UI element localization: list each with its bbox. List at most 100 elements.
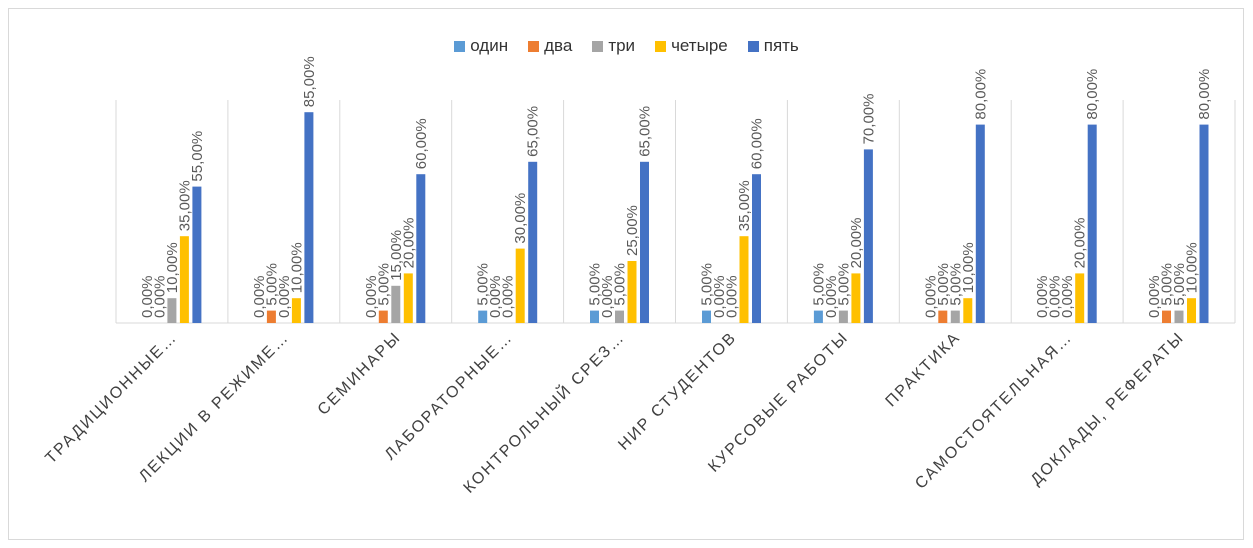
data-label: 0,00% — [823, 275, 840, 318]
bar — [1162, 310, 1171, 323]
data-label: 85,00% — [301, 56, 318, 107]
data-label: 5,00% — [475, 263, 492, 306]
bar — [627, 261, 637, 323]
bar — [851, 273, 861, 323]
bar — [478, 310, 488, 323]
data-label: 60,00% — [749, 118, 766, 169]
bar — [403, 273, 413, 323]
legend-swatch-pyat — [747, 40, 759, 52]
legend-label-pyat: пять — [763, 36, 799, 55]
data-label: 5,00% — [612, 263, 629, 306]
data-label: 20,00% — [848, 218, 865, 269]
legend-swatch-tri — [592, 40, 604, 52]
bar — [590, 310, 599, 323]
data-label: 65,00% — [525, 106, 542, 157]
legend-label-chetyre: четыре — [671, 36, 728, 55]
data-label: 65,00% — [637, 106, 654, 157]
data-label: 55,00% — [189, 131, 206, 182]
data-label: 5,00% — [947, 263, 964, 306]
legend-item-dva: два — [528, 36, 572, 56]
data-label: 5,00% — [835, 263, 852, 306]
data-label: 20,00% — [1072, 218, 1089, 269]
bar — [615, 310, 624, 323]
data-label: 10,00% — [960, 242, 977, 293]
bar — [378, 310, 388, 323]
bar — [1199, 124, 1209, 323]
category-label: ПРАКТИКА — [883, 329, 965, 411]
data-label: 5,00% — [810, 263, 827, 306]
data-label: 5,00% — [699, 263, 716, 306]
data-label: 60,00% — [413, 118, 430, 169]
legend-label-dva: два — [544, 36, 573, 55]
data-label: 5,00% — [1159, 263, 1176, 306]
data-label: 5,00% — [935, 263, 952, 306]
data-label: 0,00% — [599, 275, 616, 318]
category-label: СЕМИНАРЫ — [315, 329, 405, 419]
legend-label-tri: три — [608, 36, 636, 55]
bar — [179, 236, 189, 323]
data-label: 0,00% — [251, 275, 268, 318]
bar — [192, 186, 202, 323]
data-label: 0,00% — [276, 275, 293, 318]
category-label: ТРАДИЦИОННЫЕ… — [42, 329, 180, 467]
data-label: 0,00% — [487, 275, 504, 318]
bar — [938, 310, 948, 323]
bar — [1075, 273, 1085, 323]
bar — [1187, 298, 1196, 323]
data-label: 0,00% — [363, 275, 380, 318]
data-label: 5,00% — [1171, 263, 1188, 306]
legend-item-odin: один — [454, 36, 508, 56]
bar — [1174, 310, 1184, 323]
bar — [838, 310, 848, 323]
chart-legend: один два три четыре пять — [0, 36, 1253, 56]
data-label: 5,00% — [263, 263, 280, 306]
data-label: 5,00% — [587, 263, 604, 306]
bar — [291, 298, 301, 323]
bar — [813, 310, 823, 323]
legend-label-odin: один — [470, 36, 509, 55]
bar — [304, 112, 314, 323]
bar — [863, 149, 873, 323]
chart-area — [8, 8, 1244, 540]
data-label: 30,00% — [512, 193, 529, 244]
bar — [975, 124, 985, 323]
data-label: 0,00% — [1059, 275, 1076, 318]
legend-item-pyat: пять — [747, 36, 799, 56]
data-label: 0,00% — [151, 275, 168, 318]
data-label: 10,00% — [288, 242, 305, 293]
legend-swatch-odin — [454, 40, 466, 52]
data-label: 15,00% — [388, 230, 405, 281]
data-label: 0,00% — [1034, 275, 1051, 318]
bar — [702, 310, 711, 323]
bar — [752, 174, 761, 323]
data-label: 80,00% — [1084, 69, 1101, 120]
bar — [167, 298, 177, 323]
data-label: 35,00% — [176, 180, 193, 231]
legend-swatch-dva — [528, 40, 540, 52]
bar — [391, 285, 401, 323]
data-label: 0,00% — [724, 275, 741, 318]
data-label: 80,00% — [972, 69, 989, 120]
bar — [528, 161, 538, 323]
data-label: 20,00% — [400, 218, 417, 269]
data-label: 35,00% — [736, 180, 753, 231]
data-label: 0,00% — [711, 275, 728, 318]
data-label: 0,00% — [922, 275, 939, 318]
category-label: НИР СТУДЕНТОВ — [615, 329, 740, 454]
legend-item-chetyre: четыре — [655, 36, 728, 56]
bar — [963, 298, 973, 323]
legend-item-tri: три — [592, 36, 635, 56]
bar — [266, 310, 276, 323]
data-label: 25,00% — [624, 205, 641, 256]
data-label: 0,00% — [500, 275, 517, 318]
data-label: 0,00% — [1146, 275, 1163, 318]
data-label: 5,00% — [375, 263, 392, 306]
category-label: ЛАБОРАТОРНЫЕ… — [382, 329, 517, 464]
bar — [1087, 124, 1097, 323]
legend-swatch-chetyre — [655, 40, 667, 52]
bar — [515, 248, 525, 323]
data-label: 0,00% — [1047, 275, 1064, 318]
data-label: 70,00% — [860, 94, 877, 145]
data-label: 80,00% — [1196, 69, 1213, 120]
data-label: 0,00% — [139, 275, 156, 318]
